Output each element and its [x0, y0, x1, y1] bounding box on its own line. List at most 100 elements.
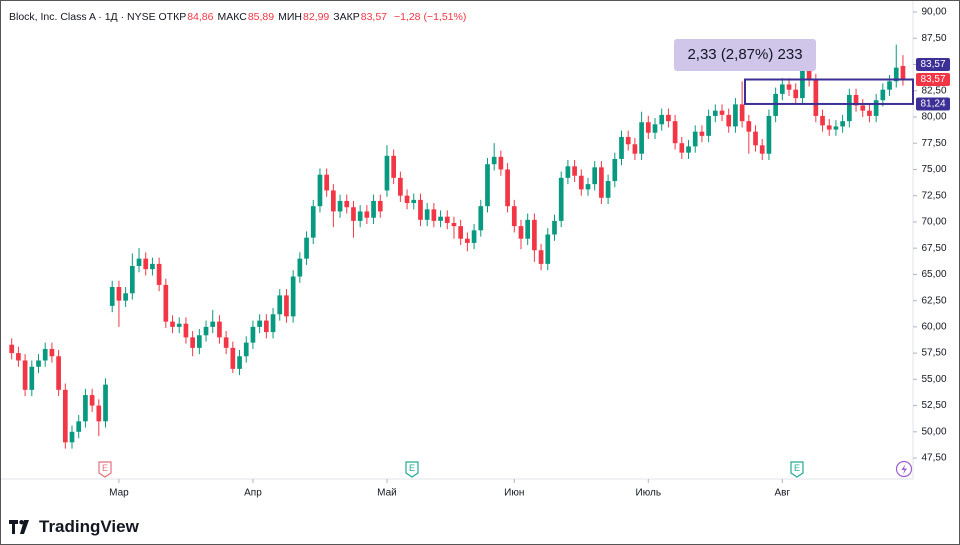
y-tick-label: 50,00	[921, 426, 946, 437]
candle-body	[217, 321, 222, 338]
candle-body	[706, 115, 711, 136]
candle-body	[558, 177, 564, 221]
y-tick-label: 62,50	[921, 295, 946, 306]
candle-body	[42, 348, 48, 361]
measure-box	[744, 78, 914, 105]
candle-body	[424, 209, 430, 220]
candle-body	[263, 320, 269, 333]
candle-body	[344, 200, 350, 208]
candle-body	[786, 84, 792, 90]
x-tick-label: Авг	[775, 488, 791, 499]
candle-body	[143, 258, 149, 270]
candle-body	[846, 94, 852, 122]
candle-body	[16, 353, 21, 361]
candle-body	[431, 209, 437, 221]
candle-body	[451, 222, 457, 227]
candle-body	[806, 68, 812, 81]
y-tick-label: 77,50	[921, 138, 946, 149]
candle-body	[759, 145, 765, 154]
measure-bubble	[674, 39, 816, 71]
candle-body	[900, 65, 906, 80]
earnings-marker-label: E	[102, 463, 108, 473]
candle-body	[712, 110, 718, 116]
candle-body	[853, 94, 859, 106]
candle-body	[511, 206, 517, 227]
measure-bottom-label: 81,24	[920, 99, 945, 110]
candle-body	[76, 421, 82, 432]
candle-body	[813, 80, 819, 116]
candle-body	[190, 337, 195, 348]
candle-body	[398, 177, 403, 196]
candle-body	[793, 89, 799, 99]
candle-body	[545, 234, 551, 264]
candle-body	[612, 158, 618, 181]
candle-body	[840, 121, 845, 127]
candle-body	[223, 337, 229, 348]
y-tick-label: 47,50	[921, 453, 946, 464]
x-tick-label: Апр	[244, 488, 262, 499]
y-tick-label: 70,00	[921, 217, 946, 228]
candle-body	[49, 348, 55, 357]
symbol-legend: Block, Inc. Class A · 1Д · NYSE ОТКР84,8…	[9, 11, 470, 23]
candle-body	[411, 199, 417, 204]
y-tick-label: 55,00	[921, 374, 946, 385]
x-tick-label: Май	[377, 488, 397, 499]
candle-body	[458, 226, 464, 239]
measure-bottom-label-bg	[916, 97, 950, 111]
y-tick-label: 65,00	[921, 269, 946, 280]
candle-body	[123, 293, 128, 301]
candle-body	[36, 360, 41, 367]
candle-body	[364, 211, 370, 218]
candle-body	[679, 143, 685, 153]
y-tick-label: 67,50	[921, 243, 946, 254]
candle-body	[605, 180, 611, 198]
candle-body	[820, 115, 825, 126]
candle-body	[237, 356, 242, 369]
earnings-marker-label: E	[794, 463, 800, 473]
candle-body	[89, 395, 95, 406]
candle-body	[565, 166, 571, 178]
y-tick-label: 75,00	[921, 164, 946, 175]
candle-body	[599, 167, 604, 198]
candle-body	[438, 216, 443, 221]
measure-top-label: 83,57	[920, 59, 945, 70]
candle-body	[357, 211, 363, 221]
candle-body	[652, 124, 658, 133]
candle-body	[304, 237, 309, 259]
candle-body	[56, 356, 61, 390]
candle-body	[686, 146, 691, 153]
candle-body	[666, 114, 671, 122]
candle-body	[418, 199, 423, 220]
candle-body	[109, 286, 115, 306]
symbol: Block, Inc. Class A · 1Д · NYSE	[9, 11, 156, 23]
candle-body	[290, 276, 296, 317]
y-tick-label: 82,50	[921, 85, 946, 96]
candle-body	[659, 114, 665, 125]
brand: TradingView	[9, 517, 139, 537]
candle-body	[739, 104, 745, 122]
candle-body	[297, 258, 303, 277]
candle-body	[619, 136, 624, 159]
brand-logo	[9, 520, 29, 534]
ohlc-values: ОТКР84,86 МАКС85,89 МИН82,99 ЗАКР83,57	[159, 11, 392, 23]
measure-label: 2,33 (2,87%) 233	[687, 46, 802, 63]
candle-body	[210, 321, 216, 327]
candle-body	[371, 200, 376, 218]
candle-body	[317, 174, 323, 207]
candle-body	[203, 326, 209, 336]
candle-body	[183, 323, 189, 338]
candle-body	[96, 405, 102, 422]
candle-body	[22, 360, 28, 390]
ohlc-key: ОТКР	[158, 11, 187, 23]
ohlc-value: 82,99	[303, 11, 330, 23]
candle-body	[860, 105, 866, 111]
ohlc-value: 83,57	[360, 11, 388, 23]
candle-body	[726, 114, 732, 127]
candle-body	[578, 175, 584, 190]
candle-body	[585, 184, 591, 190]
y-tick-label: 80,00	[921, 112, 946, 123]
candle-body	[532, 219, 537, 251]
x-tick-label: Июн	[504, 488, 524, 499]
y-tick-label: 90,00	[921, 7, 946, 18]
